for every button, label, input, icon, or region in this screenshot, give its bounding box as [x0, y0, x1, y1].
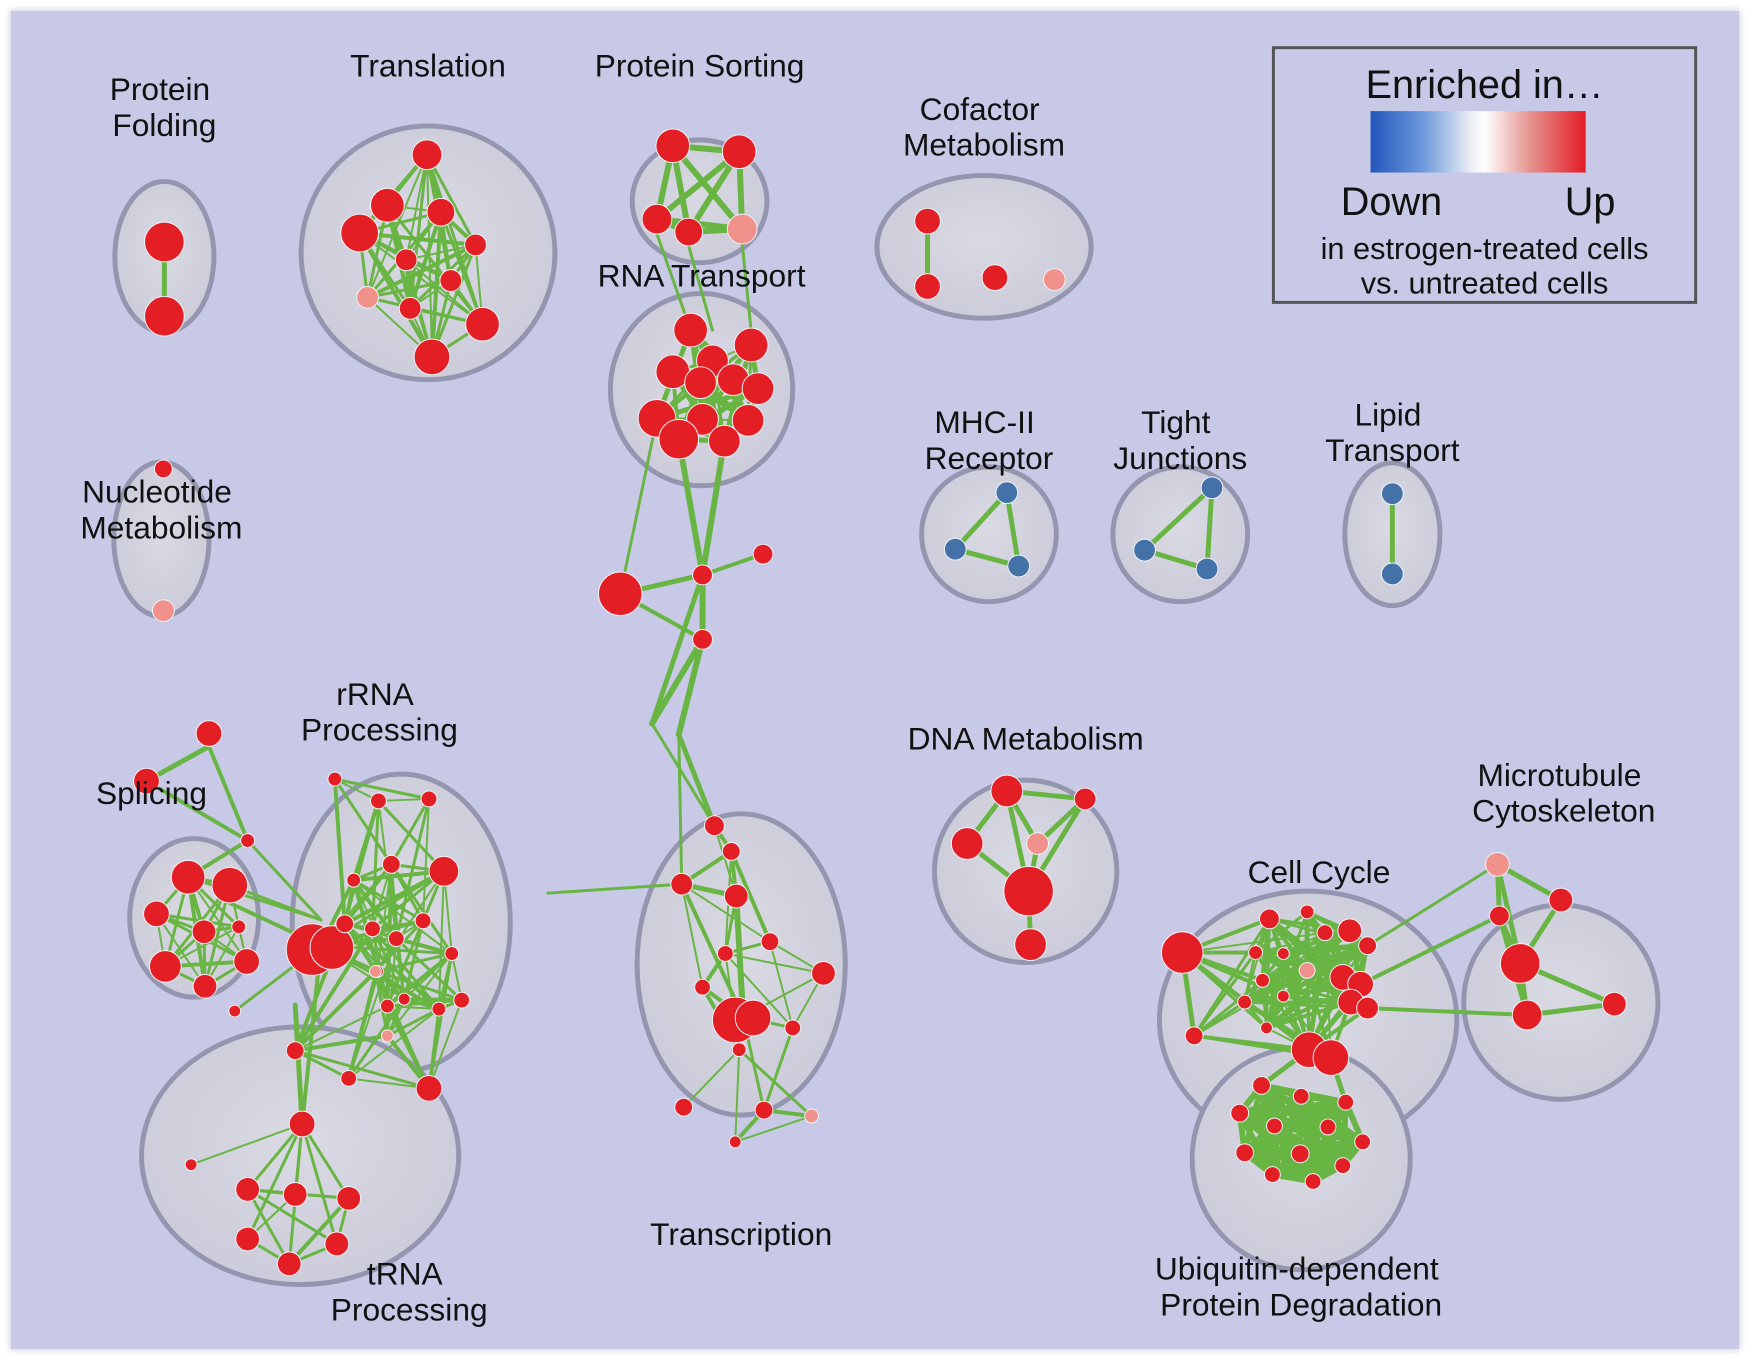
svg-text:MHC-II Receptor: MHC-II Receptor: [925, 404, 1054, 476]
svg-text:vs. untreated cells: vs. untreated cells: [1361, 265, 1609, 300]
svg-text:in estrogen-treated cells: in estrogen-treated cells: [1321, 231, 1649, 266]
svg-text:Tight Junctions: Tight Junctions: [1113, 404, 1247, 476]
svg-text:Enriched in…: Enriched in…: [1366, 63, 1604, 107]
svg-text:Transcription: Transcription: [650, 1216, 832, 1252]
svg-text:rRNA Processing: rRNA Processing: [301, 676, 458, 748]
svg-text:Down: Down: [1341, 180, 1442, 224]
svg-text:Ubiquitin-dependent Protein De: Ubiquitin-dependent Protein Degradation: [1155, 1251, 1448, 1323]
svg-text:RNA Transport: RNA Transport: [598, 258, 806, 294]
svg-text:DNA Metabolism: DNA Metabolism: [908, 720, 1144, 756]
svg-text:Protein Folding: Protein Folding: [110, 71, 219, 143]
svg-text:Translation: Translation: [350, 47, 506, 83]
svg-text:Protein Sorting: Protein Sorting: [595, 47, 805, 83]
svg-text:Nucleotide Metabolism: Nucleotide Metabolism: [80, 474, 242, 546]
svg-text:Lipid Transport: Lipid Transport: [1325, 396, 1460, 468]
svg-text:Splicing: Splicing: [96, 775, 207, 811]
svg-text:Cofactor Metabolism: Cofactor Metabolism: [903, 91, 1065, 163]
svg-text:Microtubule Cytoskeleton: Microtubule Cytoskeleton: [1472, 757, 1655, 829]
svg-text:Cell Cycle: Cell Cycle: [1248, 854, 1391, 890]
svg-text:Up: Up: [1565, 180, 1616, 224]
